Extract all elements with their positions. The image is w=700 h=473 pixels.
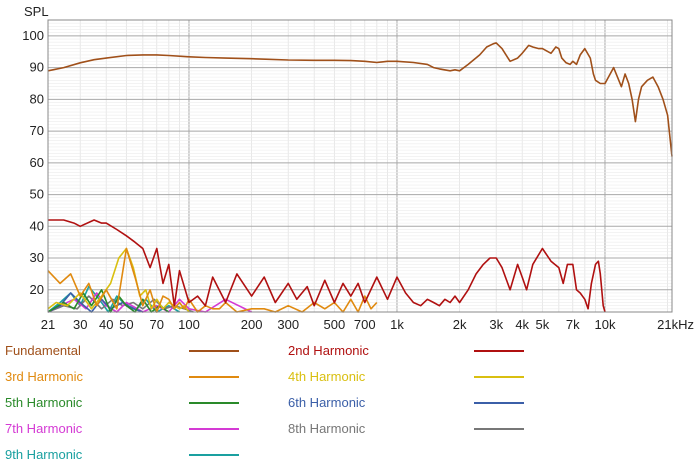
series-line-1 [47, 42, 673, 157]
y-tick-label: 40 [30, 218, 44, 233]
series-line-2 [48, 219, 606, 313]
x-tick-label: 30 [73, 317, 87, 332]
x-tick-label: 200 [241, 317, 263, 332]
legend-label: 9th Harmonic [5, 447, 83, 462]
legend-label: 4th Harmonic [288, 369, 366, 384]
x-tick-label: 4k [515, 317, 529, 332]
y-tick-label: 30 [30, 250, 44, 265]
legend: Fundamental 2nd Harmonic 3rd Harmonic 4th H… [5, 343, 524, 462]
x-tick-label: 700 [354, 317, 376, 332]
legend-label: 8th Harmonic [288, 421, 366, 436]
x-tick-label: 21 [41, 317, 55, 332]
grid-lines [48, 19, 672, 313]
legend-label: 5th Harmonic [5, 395, 83, 410]
x-tick-label: 5k [535, 317, 549, 332]
x-tick-label: 7k [566, 317, 580, 332]
x-tick-label: 300 [277, 317, 299, 332]
x-tick-label: 100 [178, 317, 200, 332]
legend-label: 2nd Harmonic [288, 343, 369, 358]
y-tick-label: 50 [30, 187, 44, 202]
y-axis-title: SPL [24, 4, 49, 19]
plot-frame [47, 19, 673, 313]
x-tick-label: 21kHz [657, 317, 694, 332]
y-tick-label: 60 [30, 155, 44, 170]
x-tick-label: 1k [390, 317, 404, 332]
x-tick-label: 10k [594, 317, 615, 332]
legend-label: 3rd Harmonic [5, 369, 84, 384]
x-tick-label: 2k [453, 317, 467, 332]
x-tick-labels: 21 30 40 50 70 100 200 300 500 700 1k 2k 3k 4k 5k 7k 10k… [41, 317, 694, 332]
x-tick-label: 70 [150, 317, 164, 332]
legend-label: 7th Harmonic [5, 421, 83, 436]
x-tick-label: 3k [489, 317, 503, 332]
x-tick-label: 50 [119, 317, 133, 332]
y-tick-label: 70 [30, 123, 44, 138]
y-tick-label: 90 [30, 60, 44, 75]
legend-label: 6th Harmonic [288, 395, 366, 410]
x-tick-label: 40 [99, 317, 113, 332]
y-tick-label: 80 [30, 91, 44, 106]
y-tick-labels: 20 30 40 50 60 70 80 90 100 [22, 28, 44, 297]
y-tick-label: 100 [22, 28, 44, 43]
legend-label: Fundamental [5, 343, 81, 358]
x-tick-label: 500 [324, 317, 346, 332]
y-tick-label: 20 [30, 282, 44, 297]
